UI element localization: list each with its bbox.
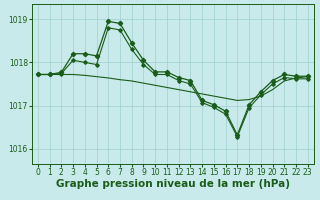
X-axis label: Graphe pression niveau de la mer (hPa): Graphe pression niveau de la mer (hPa)	[56, 179, 290, 189]
